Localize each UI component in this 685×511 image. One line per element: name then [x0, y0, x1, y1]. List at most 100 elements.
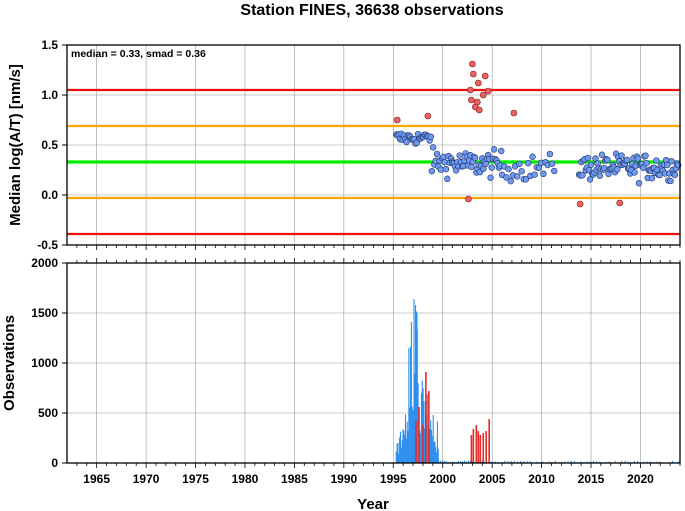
observation-bar — [494, 461, 496, 463]
observation-bar — [678, 461, 680, 463]
outlier-point — [467, 86, 474, 94]
outlier-observation-bar — [482, 433, 485, 463]
data-point — [618, 152, 625, 159]
outlier-observation-bar — [472, 429, 475, 463]
data-point — [614, 166, 621, 173]
data-point — [540, 170, 547, 178]
x-tick-label: 1995 — [380, 472, 407, 486]
observations-y-label: Observations — [1, 315, 18, 411]
data-point — [490, 146, 498, 153]
observation-bar — [436, 452, 438, 463]
observation-bar — [396, 443, 398, 463]
x-tick-label: 2020 — [627, 472, 654, 486]
observation-bar — [483, 461, 485, 463]
data-point — [529, 153, 536, 160]
observation-bar — [633, 461, 636, 463]
observation-bar — [401, 440, 403, 463]
observation-bar — [414, 373, 416, 463]
observation-bar — [621, 460, 623, 463]
data-point — [668, 158, 675, 165]
observation-bar — [407, 430, 409, 463]
observation-bar — [420, 392, 423, 463]
observation-bar — [529, 461, 531, 463]
data-point — [507, 177, 514, 185]
data-point — [664, 161, 671, 169]
data-point — [498, 147, 505, 155]
y-tick-label: 2000 — [31, 256, 58, 270]
outlier-point — [479, 91, 487, 99]
observation-bar — [437, 448, 439, 463]
outlier-observation-bar — [418, 407, 420, 463]
y-tick-label: 1000 — [31, 356, 58, 370]
observation-bar — [412, 410, 414, 463]
data-point — [403, 138, 410, 146]
data-point — [428, 167, 436, 175]
x-tick-label: 1985 — [281, 472, 308, 486]
observation-bar — [671, 460, 674, 463]
data-point — [444, 175, 451, 183]
x-tick-label: 2000 — [429, 472, 456, 486]
data-point — [634, 155, 642, 162]
observation-bar — [434, 441, 436, 463]
data-point — [427, 133, 435, 140]
observation-bar — [570, 460, 572, 463]
observation-bar — [624, 460, 626, 463]
observation-bar — [504, 460, 506, 463]
x-tick-label: 2005 — [479, 472, 506, 486]
observation-bar — [564, 461, 566, 463]
observation-bar — [430, 420, 432, 463]
data-point — [516, 160, 523, 168]
data-point — [503, 174, 510, 181]
outlier-point — [469, 60, 476, 68]
observation-bar — [429, 429, 431, 463]
outlier-observation-bar — [428, 391, 430, 463]
outlier-point — [468, 96, 475, 104]
observation-bar — [398, 453, 400, 463]
data-point — [522, 176, 530, 183]
observation-bars — [395, 299, 680, 463]
data-point — [524, 159, 532, 167]
observation-bar — [627, 461, 629, 463]
observation-bar — [433, 441, 435, 463]
outlier-observation-bar — [485, 431, 488, 463]
data-point — [579, 172, 586, 179]
outlier-point — [481, 72, 489, 80]
observation-bar — [417, 383, 419, 463]
x-axis-label: Year — [357, 496, 389, 511]
observation-bar — [510, 460, 512, 463]
observation-bar — [542, 461, 544, 463]
data-point — [642, 152, 649, 159]
x-tick-label: 1970 — [133, 472, 160, 486]
outlier-point — [484, 87, 492, 95]
outlier-observation-bar — [415, 421, 417, 463]
observation-bar — [461, 461, 464, 463]
observation-bar — [430, 429, 433, 463]
observation-bar — [573, 460, 575, 463]
data-point — [584, 154, 592, 162]
y-tick-label: -0.5 — [37, 238, 58, 252]
data-point — [429, 144, 437, 151]
observation-bar — [416, 313, 418, 463]
observation-bar — [469, 460, 471, 463]
data-point — [640, 164, 647, 171]
observation-bar — [589, 461, 591, 463]
observation-bar — [513, 460, 515, 463]
x-tick-label: 1980 — [232, 472, 259, 486]
data-point — [442, 165, 450, 173]
outlier-observation-bar — [475, 425, 478, 463]
observation-bar — [637, 460, 639, 463]
outlier-point — [616, 199, 623, 207]
observation-bar — [420, 433, 422, 463]
data-point — [551, 167, 558, 175]
data-point — [604, 156, 611, 163]
data-point — [514, 173, 521, 180]
y-tick-label: 0.0 — [41, 188, 58, 202]
amplitude-points — [393, 60, 682, 208]
observation-bar — [402, 429, 404, 463]
data-point — [440, 153, 447, 161]
outlier-observation-bar — [422, 425, 424, 463]
data-point — [635, 179, 643, 187]
outlier-observation-bar — [425, 372, 427, 463]
observation-bar — [516, 461, 519, 463]
